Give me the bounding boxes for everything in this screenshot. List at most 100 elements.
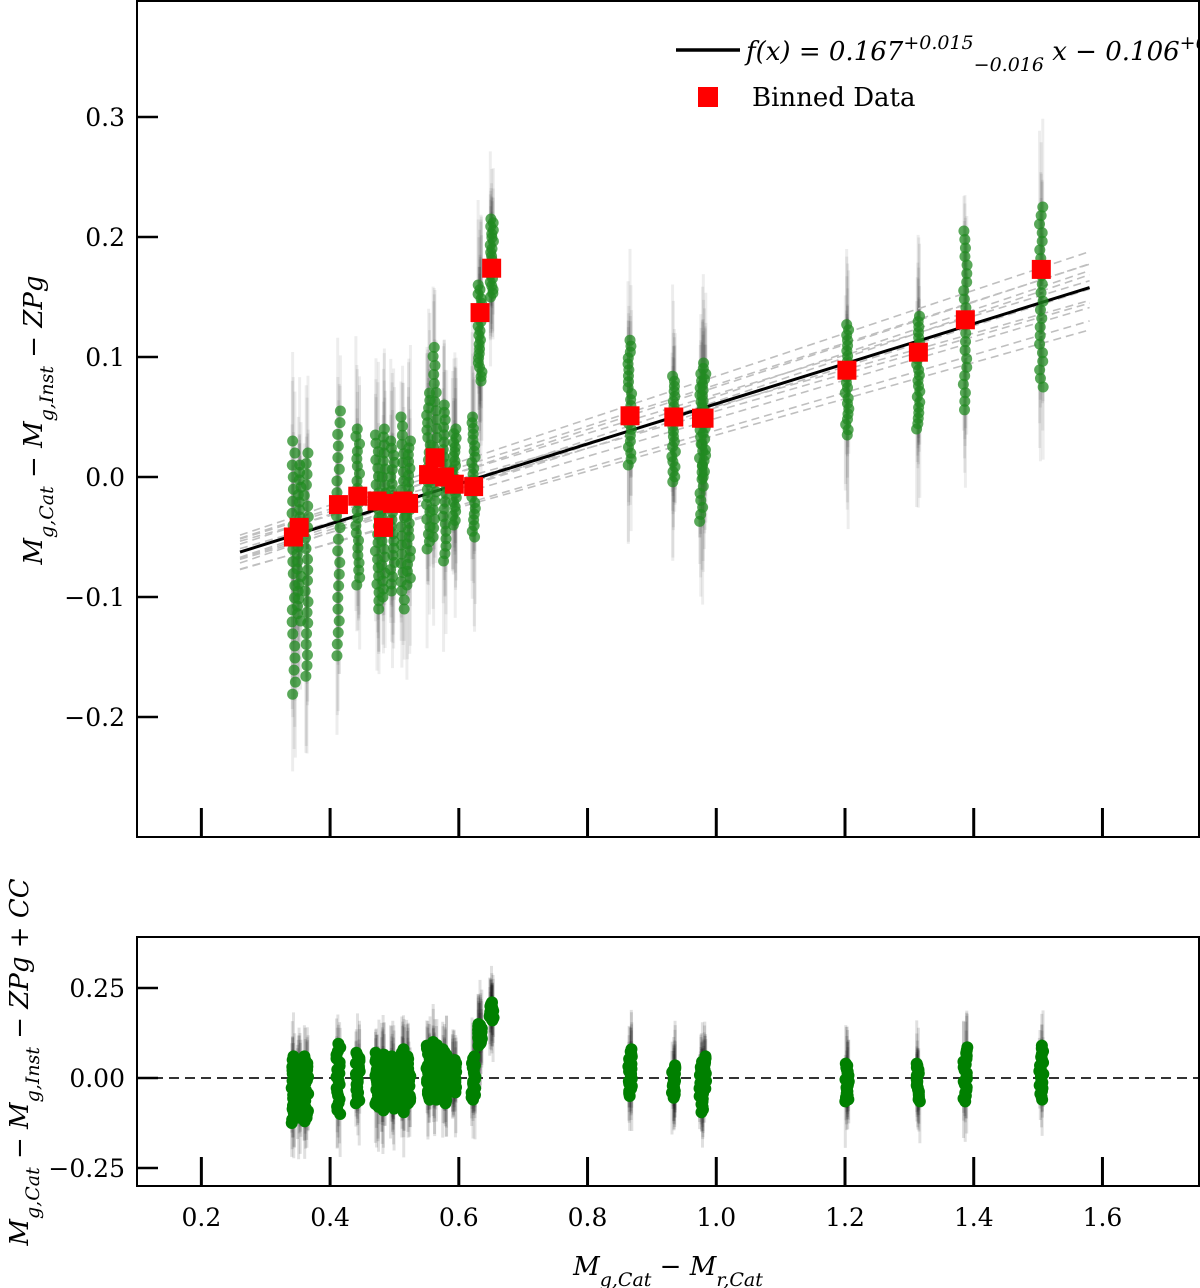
data-point (427, 531, 439, 543)
data-point (379, 551, 391, 563)
x-tick-label: 1.0 (696, 1203, 736, 1232)
data-point (300, 670, 312, 682)
binned-point (444, 474, 464, 494)
binned-point (348, 486, 368, 506)
residual-point (401, 1050, 414, 1063)
data-point (288, 664, 300, 676)
bottom-axes-frame (136, 936, 1200, 1187)
data-point (398, 594, 410, 606)
data-point (961, 353, 973, 365)
binned-point (620, 406, 640, 426)
data-point (302, 596, 314, 608)
data-point (333, 615, 345, 627)
binned-point (289, 517, 309, 537)
data-point (302, 447, 314, 459)
data-point (1037, 201, 1049, 213)
data-point (298, 490, 310, 502)
data-point (1034, 304, 1046, 316)
data-point (959, 242, 971, 254)
data-point (377, 455, 389, 467)
data-point (1036, 227, 1048, 239)
binned-point (470, 303, 490, 323)
data-point (334, 405, 346, 417)
data-point (333, 463, 345, 475)
y-tick-label: 0.25 (69, 974, 125, 1003)
data-point (334, 417, 346, 429)
data-point (960, 336, 972, 348)
residual-point (910, 1057, 923, 1070)
data-point (1034, 321, 1046, 333)
data-point (289, 676, 301, 688)
x-tick-label: 1.2 (825, 1203, 865, 1232)
bottom-y-axis-label: Mg,Cat − Mg,Inst − ZPg + CC (5, 878, 44, 1246)
data-point (961, 268, 973, 280)
top-y-axis-label: Mg,Cat − Mg,Inst − ZPg (19, 275, 58, 565)
binned-point (908, 342, 928, 362)
data-point (429, 513, 441, 525)
data-point (1037, 381, 1049, 393)
data-point (300, 458, 312, 470)
x-tick-label: 0.8 (568, 1203, 608, 1232)
data-point (959, 395, 971, 407)
x-tick-label: 0.4 (310, 1203, 350, 1232)
data-point (300, 543, 312, 555)
data-point (331, 475, 343, 487)
y-tick-label: 0.3 (85, 103, 125, 132)
x-tick-label: 1.4 (954, 1203, 994, 1232)
residual-point (839, 1057, 852, 1070)
residual-point (448, 1054, 461, 1066)
data-point (961, 276, 973, 288)
data-point (332, 626, 344, 638)
data-point (430, 405, 442, 417)
data-point (961, 259, 973, 271)
residual-point (427, 1036, 440, 1048)
data-point (959, 234, 971, 246)
data-point (333, 580, 345, 592)
data-point (370, 479, 382, 491)
data-point (332, 592, 344, 604)
binned-point (955, 310, 975, 330)
binned-point (399, 493, 419, 513)
data-point (430, 486, 442, 498)
y-tick-label: 0.2 (85, 223, 125, 252)
data-point (427, 504, 439, 516)
y-tick-label: −0.1 (64, 583, 125, 612)
data-point (396, 429, 408, 441)
binned-point (374, 517, 394, 537)
residual-point (961, 1041, 974, 1054)
data-point (467, 411, 479, 423)
bottom-data-points (285, 996, 1050, 1129)
y-tick-label: −0.2 (64, 703, 125, 732)
data-point (958, 293, 970, 305)
residual-point (472, 1018, 485, 1030)
data-point (332, 545, 344, 557)
bottom-panel: −0.25 0.00 0.25 0.2 0.4 0.6 0.8 1.0 1.2 1.4 1.6 Mg… (5, 878, 1200, 1288)
x-axis-label: Mg,Cat − Mr,Cat (572, 1252, 763, 1288)
top-legend: f(x) = 0.167+0.015−0.016 x − 0.106+0.013… (676, 32, 1200, 113)
data-point (300, 479, 312, 491)
data-point (301, 606, 313, 618)
data-point (429, 495, 441, 507)
data-point (438, 399, 450, 411)
data-point (1037, 295, 1049, 307)
residual-point (625, 1043, 638, 1056)
data-point (369, 545, 381, 557)
data-point (377, 591, 389, 603)
data-point (301, 660, 313, 672)
data-point (698, 357, 710, 369)
binned-point (328, 495, 348, 515)
residual-point (436, 1043, 449, 1056)
data-point (959, 344, 971, 356)
data-point (301, 649, 313, 661)
data-point (957, 378, 969, 390)
data-point (404, 435, 416, 447)
data-point (959, 387, 971, 399)
data-point (332, 533, 344, 545)
data-point (385, 435, 397, 447)
data-point (302, 564, 314, 576)
legend-fit-label: f(x) = 0.167+0.015−0.016 x − 0.106+0.013… (744, 32, 1200, 76)
residual-point (332, 1037, 345, 1050)
binned-point (425, 448, 445, 468)
bottom-ticks: −0.25 0.00 0.25 0.2 0.4 0.6 0.8 1.0 1.2 1.4 1.6 (48, 974, 1122, 1232)
